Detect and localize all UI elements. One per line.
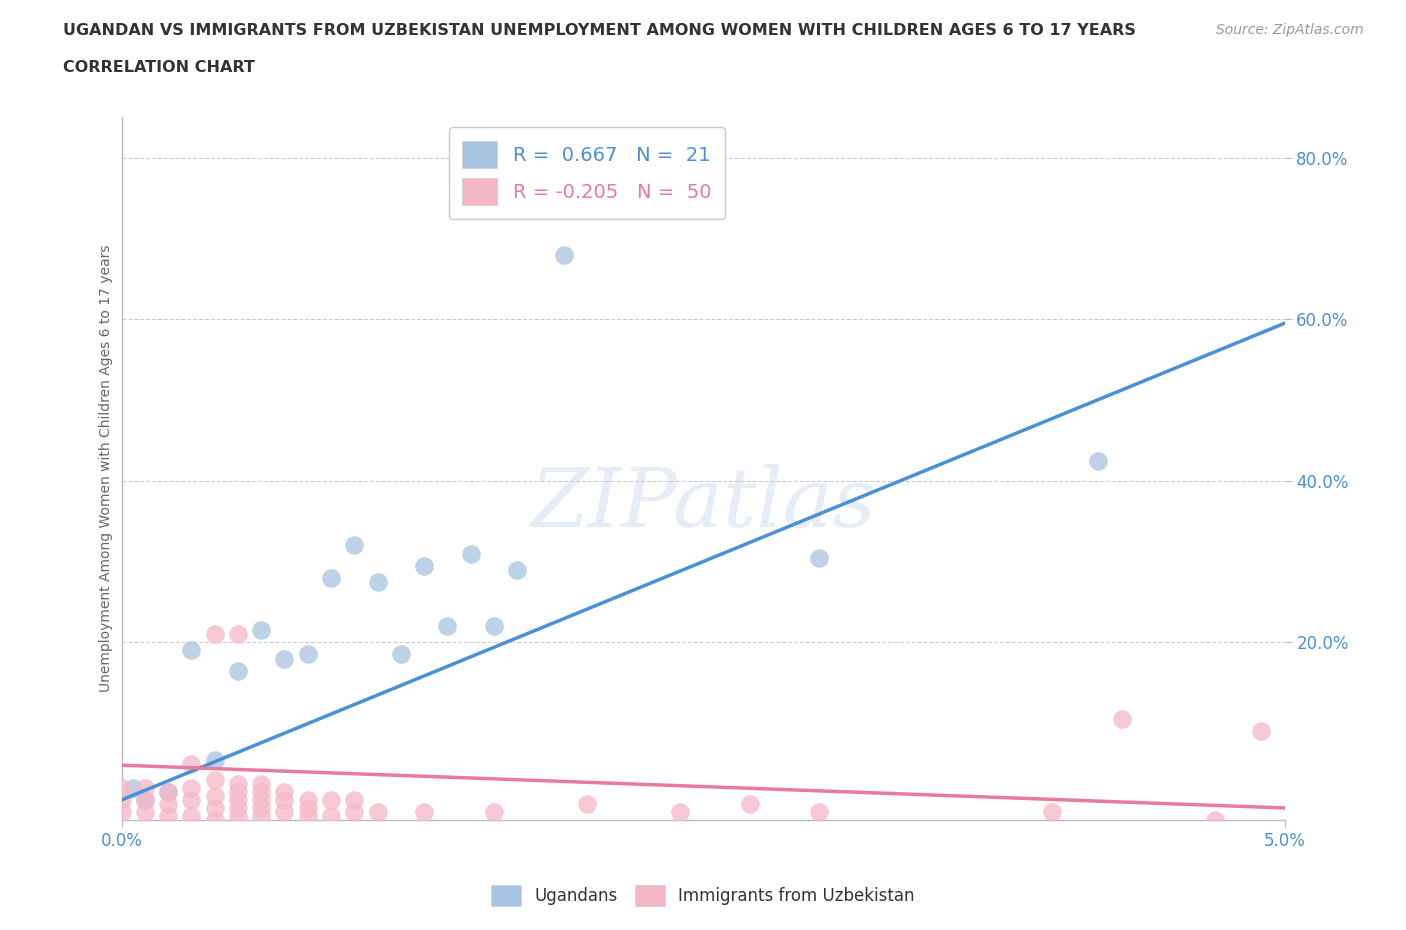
Point (157, 796, 180, 811)
Point (367, 575, 389, 590)
Point (180, 792, 202, 807)
Point (111, 792, 134, 807)
Point (343, 804, 366, 819)
Point (122, 780, 145, 795)
Point (1040, 804, 1063, 819)
Point (460, 546, 482, 561)
Point (250, 792, 273, 807)
Point (343, 792, 366, 807)
Point (157, 784, 180, 799)
Point (250, 808, 273, 823)
Point (134, 780, 156, 795)
Point (204, 801, 226, 816)
Point (482, 618, 505, 633)
Point (482, 804, 505, 819)
Point (180, 780, 202, 795)
Point (250, 777, 273, 791)
Point (319, 808, 342, 823)
Point (669, 804, 692, 819)
Point (367, 804, 389, 819)
Point (319, 570, 342, 585)
Point (297, 647, 319, 662)
Point (111, 780, 134, 795)
Point (553, 247, 575, 262)
Legend: R =  0.667   N =  21, R = -0.205   N =  50: R = 0.667 N = 21, R = -0.205 N = 50 (449, 127, 725, 219)
Point (250, 801, 273, 816)
Point (273, 784, 295, 799)
Point (204, 789, 226, 804)
Point (134, 792, 156, 807)
Point (226, 808, 249, 823)
Legend: Ugandans, Immigrants from Uzbekistan: Ugandans, Immigrants from Uzbekistan (485, 879, 921, 912)
Y-axis label: Unemployment Among Women with Children Ages 6 to 17 years: Unemployment Among Women with Children A… (100, 245, 114, 693)
Point (226, 792, 249, 807)
Point (134, 792, 156, 807)
Point (250, 623, 273, 638)
Point (808, 804, 831, 819)
Point (226, 663, 249, 678)
Point (436, 618, 458, 633)
Point (180, 808, 202, 823)
Point (204, 627, 226, 642)
Point (204, 752, 226, 767)
Point (273, 804, 295, 819)
Point (389, 647, 412, 662)
Point (134, 804, 156, 819)
Point (204, 772, 226, 787)
Text: ZIPatlas: ZIPatlas (530, 464, 876, 544)
Point (273, 651, 295, 666)
Point (808, 551, 831, 565)
Point (413, 558, 436, 573)
Text: Source: ZipAtlas.com: Source: ZipAtlas.com (1216, 23, 1364, 37)
Point (506, 563, 529, 578)
Point (738, 796, 761, 811)
Point (575, 796, 598, 811)
Point (111, 804, 134, 819)
Point (226, 777, 249, 791)
Point (180, 756, 202, 771)
Point (1111, 711, 1133, 726)
Point (343, 538, 366, 552)
Point (157, 784, 180, 799)
Point (319, 792, 342, 807)
Point (204, 813, 226, 828)
Point (273, 792, 295, 807)
Point (297, 792, 319, 807)
Point (180, 643, 202, 658)
Point (297, 801, 319, 816)
Point (413, 804, 436, 819)
Point (297, 808, 319, 823)
Point (1250, 724, 1272, 738)
Point (1087, 453, 1109, 468)
Point (250, 784, 273, 799)
Text: CORRELATION CHART: CORRELATION CHART (63, 60, 254, 75)
Point (1204, 813, 1226, 828)
Point (226, 627, 249, 642)
Point (157, 808, 180, 823)
Text: UGANDAN VS IMMIGRANTS FROM UZBEKISTAN UNEMPLOYMENT AMONG WOMEN WITH CHILDREN AGE: UGANDAN VS IMMIGRANTS FROM UZBEKISTAN UN… (63, 23, 1136, 38)
Point (226, 784, 249, 799)
Point (226, 801, 249, 816)
